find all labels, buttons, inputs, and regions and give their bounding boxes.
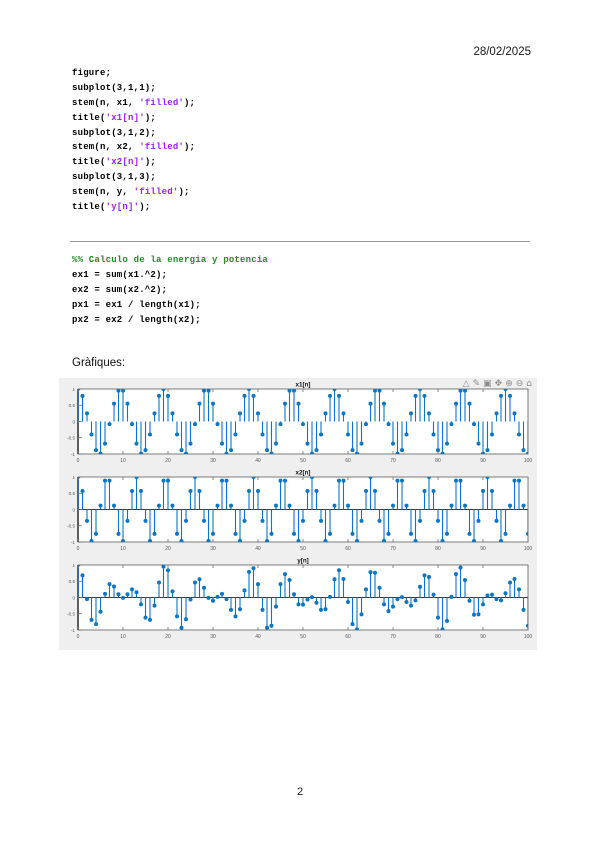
svg-text:20: 20 (165, 634, 171, 640)
svg-text:0: 0 (72, 419, 75, 424)
svg-text:-0.5: -0.5 (67, 612, 75, 617)
svg-text:0.5: 0.5 (69, 491, 76, 496)
svg-text:30: 30 (210, 546, 216, 552)
svg-text:70: 70 (390, 458, 396, 464)
graphics-label: Gràfiques: (72, 357, 126, 369)
svg-text:-1: -1 (71, 628, 76, 633)
code-line: subplot(3,1,1); (72, 82, 157, 93)
svg-text:70: 70 (390, 634, 396, 640)
axes-toolbar: △ ✎ ▣ ✥ ⊕ ⊖ ⌂ (460, 379, 532, 389)
page-number: 2 (296, 786, 304, 798)
svg-text:20: 20 (165, 458, 171, 464)
svg-text:60: 60 (345, 546, 351, 552)
code-line: stem(n, y, 'filled'); (72, 187, 190, 198)
svg-text:1: 1 (72, 387, 75, 392)
svg-text:90: 90 (480, 634, 486, 640)
restore-view-icon[interactable]: ⌂ (526, 379, 532, 389)
code-line: subplot(3,1,3); (72, 172, 157, 183)
svg-text:30: 30 (210, 458, 216, 464)
svg-text:0.5: 0.5 (69, 579, 76, 584)
code-line: title('x2[n]'); (72, 157, 157, 168)
zoom-in-icon[interactable]: ⊕ (505, 379, 513, 389)
stem-plot-y: 0 10 20 30 40 50 60 70 80 90 100 1 0.5 0 -0.5 -1 y[n] (67, 558, 533, 641)
matlab-figure: △ ✎ ▣ ✥ ⊕ ⊖ ⌂ 0 10 20 30 40 50 60 70 80 90 100 1 0.5 0 -0.5-… (59, 378, 537, 650)
svg-text:-0.5: -0.5 (67, 436, 75, 441)
svg-text:10: 10 (120, 458, 126, 464)
datatips-icon[interactable]: ▣ (483, 379, 492, 389)
stem-plot-x1: 0 10 20 30 40 50 60 70 80 90 100 1 0.5 0 -0.5 -1 x1[n] (67, 382, 533, 465)
svg-text:50: 50 (300, 546, 306, 552)
section-divider (70, 241, 530, 242)
export-icon[interactable]: △ (462, 379, 470, 389)
svg-text:x2[n]: x2[n] (295, 470, 310, 477)
code-line: title('x1[n]'); (72, 112, 157, 123)
svg-text:100: 100 (524, 634, 533, 640)
svg-text:10: 10 (120, 634, 126, 640)
svg-text:100: 100 (524, 546, 533, 552)
pan-icon[interactable]: ✥ (494, 379, 503, 389)
code-line: px2 = ex2 / length(x2); (72, 314, 201, 325)
code-line: ex2 = sum(x2.^2); (72, 284, 168, 295)
code-block-2: %% Calculo de la energia y potencia ex1 =… (72, 253, 268, 327)
svg-text:40: 40 (255, 458, 261, 464)
svg-text:40: 40 (255, 634, 261, 640)
svg-text:0: 0 (72, 507, 75, 512)
code-line: figure; (72, 68, 112, 78)
code-line: ex1 = sum(x1.^2); (72, 269, 168, 280)
svg-text:90: 90 (480, 458, 486, 464)
svg-text:70: 70 (390, 546, 396, 552)
svg-text:0: 0 (77, 634, 80, 640)
svg-text:0.5: 0.5 (69, 403, 76, 408)
svg-text:x1[n]: x1[n] (295, 382, 310, 389)
svg-text:-0.5: -0.5 (67, 524, 75, 529)
svg-text:80: 80 (435, 634, 441, 640)
svg-text:20: 20 (165, 546, 171, 552)
code-line: %% Calculo de la energia y potencia (72, 255, 269, 265)
svg-text:y[n]: y[n] (297, 558, 309, 565)
svg-text:1: 1 (72, 475, 75, 480)
zoom-out-icon[interactable]: ⊖ (515, 379, 524, 389)
svg-text:100: 100 (524, 458, 533, 464)
svg-text:-1: -1 (71, 540, 76, 545)
svg-text:80: 80 (435, 458, 441, 464)
stem-plot-x2: 0 10 20 30 40 50 60 70 80 90 100 1 0.5 0 -0.5 -1 x2[n] (67, 470, 533, 553)
svg-text:50: 50 (300, 458, 306, 464)
svg-text:60: 60 (345, 458, 351, 464)
code-line: stem(n, x1, 'filled'); (72, 97, 196, 108)
svg-text:0: 0 (72, 595, 75, 600)
code-line: subplot(3,1,2); (72, 127, 157, 138)
code-line: title('y[n]'); (72, 202, 151, 213)
svg-text:80: 80 (435, 546, 441, 552)
svg-text:10: 10 (120, 546, 126, 552)
code-line: px1 = ex1 / length(x1); (72, 299, 201, 310)
svg-text:40: 40 (255, 546, 261, 552)
svg-text:50: 50 (300, 634, 306, 640)
svg-text:1: 1 (72, 563, 75, 568)
code-line: stem(n, x2, 'filled'); (72, 142, 196, 153)
svg-text:0: 0 (77, 546, 80, 552)
svg-text:90: 90 (480, 546, 486, 552)
svg-text:60: 60 (345, 634, 351, 640)
svg-text:30: 30 (210, 634, 216, 640)
header-date: 28/02/2025 (473, 46, 531, 58)
brush-icon[interactable]: ✎ (472, 379, 481, 389)
svg-text:0: 0 (77, 458, 80, 464)
code-block-1: figure; subplot(3,1,1); stem(n, x1, 'fille… (72, 66, 195, 215)
svg-text:-1: -1 (71, 452, 76, 457)
